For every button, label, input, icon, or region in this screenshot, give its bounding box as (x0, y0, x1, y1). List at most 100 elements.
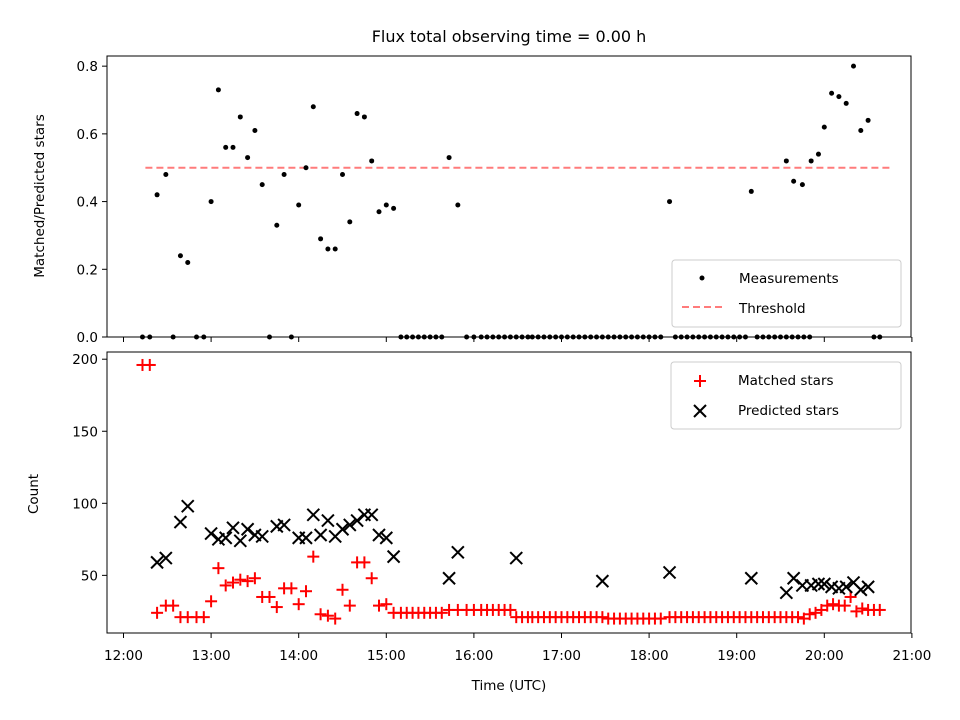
matched-star-point (343, 599, 356, 612)
predicted-star-point (861, 580, 875, 594)
bottom-x-tick-label: 20:00 (805, 648, 844, 664)
matched-star-point (856, 602, 869, 615)
matched-star-point (307, 550, 320, 563)
top-y-tick-label: 0.0 (77, 330, 98, 346)
matched-star-point (285, 582, 298, 595)
bottom-legend: Matched stars Predicted stars (670, 361, 902, 430)
predicted-star-point (811, 577, 826, 591)
measurement-point (281, 171, 287, 177)
legend-label-predicted: Predicted stars (738, 403, 839, 419)
predicted-star-point (181, 499, 195, 513)
matched-star-point (821, 599, 834, 612)
measurement-point (667, 199, 673, 205)
top-y-tick-label: 0.6 (77, 127, 98, 143)
measurement-point (347, 219, 353, 225)
measurement-point (748, 188, 754, 194)
measurement-point (361, 114, 367, 120)
predicted-star-point (226, 521, 240, 535)
matched-star-point (336, 583, 349, 596)
legend-marker-matched (694, 375, 706, 387)
bottom-x-tick-label: 16:00 (454, 648, 493, 664)
measurement-point (391, 205, 397, 211)
predicted-star-point (662, 565, 677, 580)
measurement-point (821, 124, 827, 130)
predicted-star-point (786, 571, 801, 585)
measurement-point (808, 158, 814, 164)
matched-star-point (803, 608, 816, 621)
top-y-tick-label: 0.4 (77, 195, 98, 211)
matched-star-point (504, 603, 517, 616)
matched-star-point (827, 598, 840, 611)
predicted-star-point (839, 580, 853, 594)
bottom-x-tick-label: 17:00 (542, 648, 581, 664)
top-y-axis-label: Matched/Predicted stars (32, 114, 48, 277)
predicted-star-point (159, 551, 173, 565)
bottom-x-tick-label: 19:00 (717, 648, 756, 664)
measurement-point (163, 171, 169, 177)
legend-marker-predicted (693, 404, 707, 418)
matched-star-point (358, 556, 371, 569)
bottom-y-tick-label: 100 (72, 496, 98, 512)
predicted-star-point (744, 571, 759, 585)
measurement-point (259, 182, 265, 188)
matched-star-point (873, 603, 886, 616)
predicted-star-point (779, 585, 794, 600)
predicted-star-point (364, 508, 379, 522)
bottom-marks (136, 358, 886, 625)
predicted-star-point (299, 531, 313, 545)
measurement-point (376, 209, 382, 215)
bottom-x-tick-label: 18:00 (630, 648, 669, 664)
bottom-axes-frame (106, 351, 912, 634)
predicted-star-point (306, 508, 321, 522)
measurement-point (185, 260, 191, 266)
predicted-star-point (150, 555, 164, 570)
matched-star-point (197, 611, 210, 624)
measurement-point (177, 253, 183, 259)
measurement-point (296, 202, 302, 208)
legend-label-threshold: Threshold (738, 301, 806, 317)
measurement-point (455, 202, 461, 208)
matched-star-point (241, 575, 254, 588)
measurement-point (215, 87, 221, 93)
measurement-point (208, 199, 214, 205)
matched-star-point (365, 572, 378, 585)
bottom-y-ticks: 50 100 150 200 (72, 352, 107, 584)
matched-star-point (329, 612, 342, 625)
matched-star-point (248, 572, 261, 585)
predicted-star-point (321, 513, 335, 528)
measurement-point (369, 158, 375, 164)
predicted-star-point (451, 545, 465, 560)
predicted-star-point (372, 528, 386, 542)
bottom-y-tick-label: 200 (72, 352, 98, 368)
legend-label-matched: Matched stars (738, 373, 834, 389)
measurement-point (154, 192, 160, 198)
measurement-point (354, 111, 360, 117)
measurement-point (851, 63, 856, 69)
measurement-point (325, 246, 331, 252)
measurement-point (223, 144, 229, 150)
predicted-star-point (255, 529, 269, 544)
top-y-tick-label: 0.8 (77, 59, 98, 75)
matched-star-point (292, 598, 305, 611)
measurement-point (865, 117, 871, 123)
measurement-point (310, 104, 316, 110)
matched-star-point (792, 611, 805, 624)
measurement-point (829, 90, 835, 96)
bottom-legend-box (670, 361, 902, 430)
measurement-point (303, 165, 309, 171)
measurement-point (340, 171, 345, 177)
matched-star-point (205, 595, 218, 608)
matched-star-point (850, 605, 863, 618)
measurement-point (237, 114, 243, 120)
matched-star-point (809, 606, 822, 619)
matched-star-point (227, 576, 239, 589)
x-axis-label: Time (UTC) (471, 678, 547, 694)
matched-star-point (263, 590, 276, 603)
top-legend-box (671, 259, 902, 328)
measurement-point (843, 100, 849, 106)
predicted-star-point (233, 534, 248, 548)
measurement-point (791, 178, 797, 184)
matched-star-point (167, 599, 180, 612)
predicted-star-point (313, 528, 328, 542)
predicted-star-point (509, 551, 523, 565)
